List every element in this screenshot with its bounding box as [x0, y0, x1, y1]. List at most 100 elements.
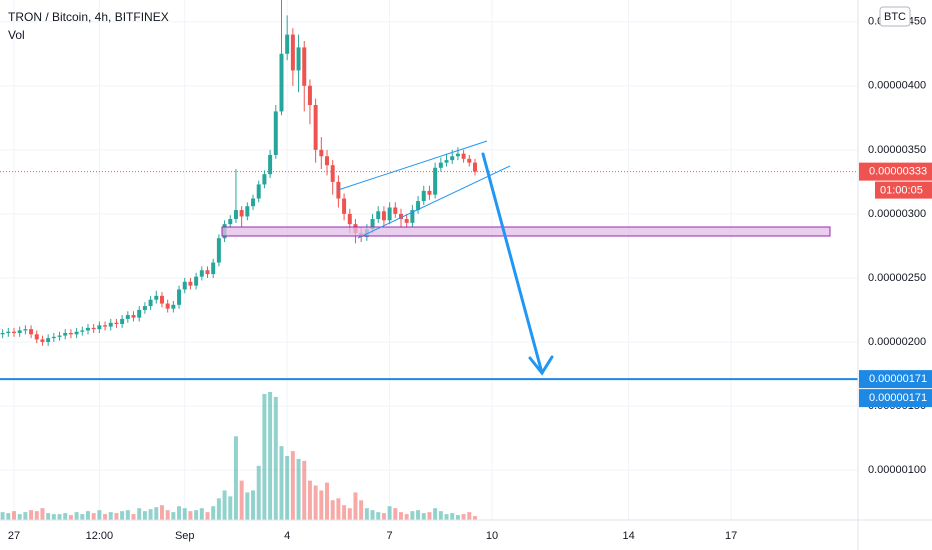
candle-body: [194, 276, 199, 286]
volume-bar: [353, 492, 358, 520]
volume-bar: [80, 514, 85, 520]
chart-title: TRON / Bitcoin, 4h, BITFINEX: [8, 10, 169, 24]
target-label: 0.00000171: [869, 373, 927, 385]
candle-body: [427, 190, 432, 195]
volume-bar: [0, 512, 5, 520]
candle-body: [216, 238, 221, 263]
drawings: [221, 140, 831, 376]
candle-body: [410, 210, 415, 223]
volume-bar: [85, 511, 90, 520]
volume-bar: [285, 455, 290, 520]
arrow: [481, 152, 554, 376]
candle-body: [393, 207, 398, 214]
volume-bar: [455, 515, 460, 520]
candle-body: [12, 331, 16, 334]
volume-bar: [376, 512, 381, 520]
volume-bar: [34, 511, 39, 520]
volume-bar: [57, 514, 62, 520]
candle-body: [17, 330, 22, 334]
x-tick-label: 17: [725, 530, 737, 542]
arrow-shaft: [481, 152, 544, 375]
volume-bar: [165, 510, 170, 520]
candle-body: [154, 295, 159, 300]
candle-body: [307, 85, 312, 106]
candle-body: [120, 318, 125, 325]
last-price-label: 0.00000333: [869, 166, 927, 178]
candle-body: [34, 334, 39, 340]
volume-bar: [199, 508, 204, 520]
candle-body: [239, 210, 244, 217]
candle-body: [177, 289, 182, 305]
candle-body: [103, 325, 108, 327]
volume-bar: [325, 482, 330, 520]
candle-body: [228, 219, 233, 225]
candle-body: [416, 201, 421, 211]
volume-bar: [239, 480, 244, 520]
candle-body: [296, 47, 301, 71]
x-tick-label: 14: [623, 530, 635, 542]
channel-upper: [337, 140, 488, 191]
volume-bar: [370, 510, 375, 520]
candle-body: [91, 327, 96, 330]
candle-body: [381, 211, 386, 221]
candle-body: [330, 165, 335, 182]
candle-body: [279, 53, 284, 112]
volume-layer: [0, 391, 477, 520]
countdown-badge: [875, 181, 932, 199]
countdown-label: 01:00:05: [880, 185, 923, 197]
x-tick-label: 7: [387, 530, 393, 542]
candle-body: [159, 295, 164, 304]
currency-badge[interactable]: [879, 6, 911, 27]
volume-bar: [427, 512, 432, 520]
volume-bar: [472, 516, 477, 520]
volume-bar: [256, 465, 261, 520]
volume-bar: [6, 513, 11, 520]
target-badge: [859, 370, 932, 389]
volume-bar: [438, 511, 443, 520]
candle-body: [251, 198, 256, 207]
candle-body: [387, 207, 392, 221]
volume-bar: [148, 509, 153, 520]
volume-bar: [245, 492, 250, 520]
volume-bar: [313, 485, 318, 520]
volume-bar: [68, 515, 73, 520]
candle-body: [63, 333, 68, 336]
candle-body: [46, 338, 51, 342]
candle-body: [285, 34, 290, 54]
candle-body: [97, 325, 102, 330]
volume-bar: [399, 512, 403, 520]
candle-body: [370, 219, 375, 230]
volume-bar: [228, 496, 233, 520]
volume-bar: [290, 451, 295, 520]
volume-bar: [433, 508, 438, 520]
volume-bar: [137, 508, 142, 520]
volume-bar: [216, 498, 221, 520]
candle-body: [205, 270, 210, 275]
volume-bar: [188, 511, 193, 520]
candle-body: [273, 111, 278, 155]
volume-bar: [154, 507, 159, 520]
volume-bar: [416, 510, 421, 520]
candle-body: [245, 206, 250, 217]
volume-bar: [268, 391, 273, 520]
y-tick-label: 0.00000400: [868, 80, 926, 92]
candle-body: [433, 167, 438, 195]
candle-body: [290, 34, 295, 71]
candle-body: [404, 219, 409, 223]
y-tick-label: 0.00000250: [868, 272, 926, 284]
candle-body: [444, 160, 449, 163]
y-tick-label: 0.00000100: [868, 464, 926, 476]
arrow-head: [528, 355, 554, 376]
candle-body: [233, 210, 238, 220]
volume-bar: [387, 506, 392, 520]
volume-bar: [108, 512, 113, 520]
volume-bar: [336, 498, 341, 520]
candle-body: [29, 329, 34, 335]
candle-body: [302, 47, 307, 86]
candle-body: [325, 156, 330, 166]
volume-bar: [302, 460, 307, 520]
volume-bar: [120, 511, 125, 520]
candle-body: [182, 281, 187, 290]
